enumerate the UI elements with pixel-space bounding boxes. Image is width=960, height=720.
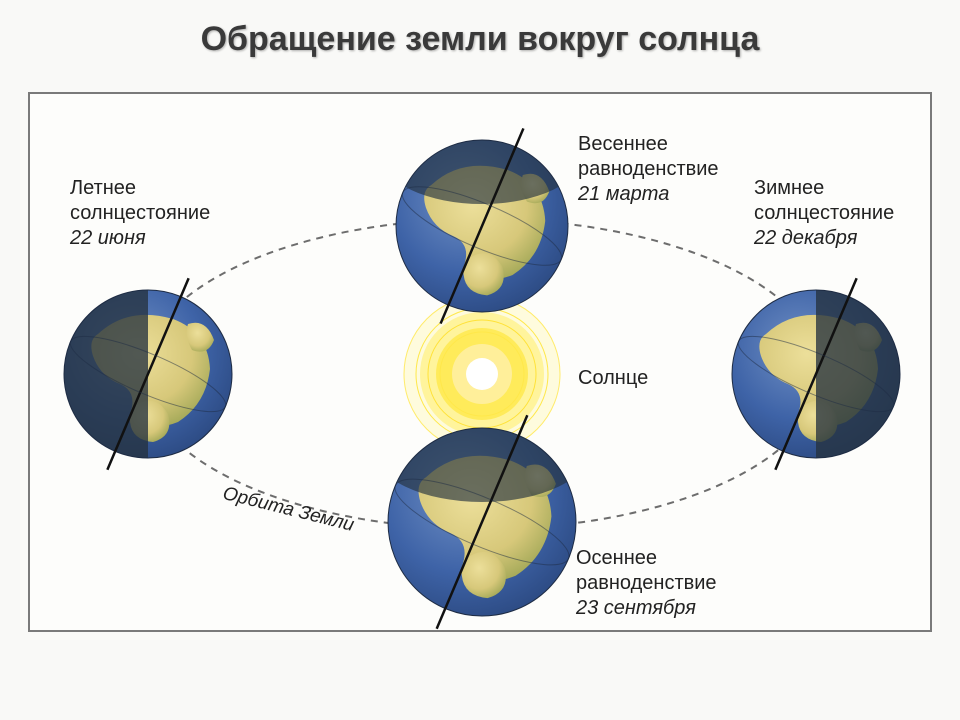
label-summer-date: 22 июня xyxy=(70,226,210,251)
label-spring-name: Весеннееравноденствие xyxy=(578,132,719,182)
label-autumn-name: Осеннееравноденствие xyxy=(576,546,717,596)
label-winter-solstice: Зимнеесолнцестояние 22 декабря xyxy=(754,176,894,251)
label-spring-date: 21 марта xyxy=(578,182,719,207)
label-summer-name: Летнеесолнцестояние xyxy=(70,176,210,226)
globe-right xyxy=(698,245,930,502)
label-spring-equinox: Весеннееравноденствие 21 марта xyxy=(578,132,719,207)
label-autumn-equinox: Осеннееравноденствие 23 сентября xyxy=(576,546,717,621)
label-summer-solstice: Летнеесолнцестояние 22 июня xyxy=(70,176,210,251)
page-title: Обращение земли вокруг солнца xyxy=(0,20,960,59)
orbit-diagram xyxy=(30,94,930,630)
label-winter-name: Зимнеесолнцестояние xyxy=(754,176,894,226)
diagram-frame: Летнеесолнцестояние 22 июня Весеннееравн… xyxy=(28,92,932,632)
sun-label-text: Солнце xyxy=(578,367,648,389)
label-winter-date: 22 декабря xyxy=(754,226,894,251)
page: Обращение земли вокруг солнца xyxy=(0,0,960,720)
globe-left xyxy=(50,274,233,474)
label-sun: Солнце xyxy=(578,366,648,391)
label-autumn-date: 23 сентября xyxy=(576,596,717,621)
